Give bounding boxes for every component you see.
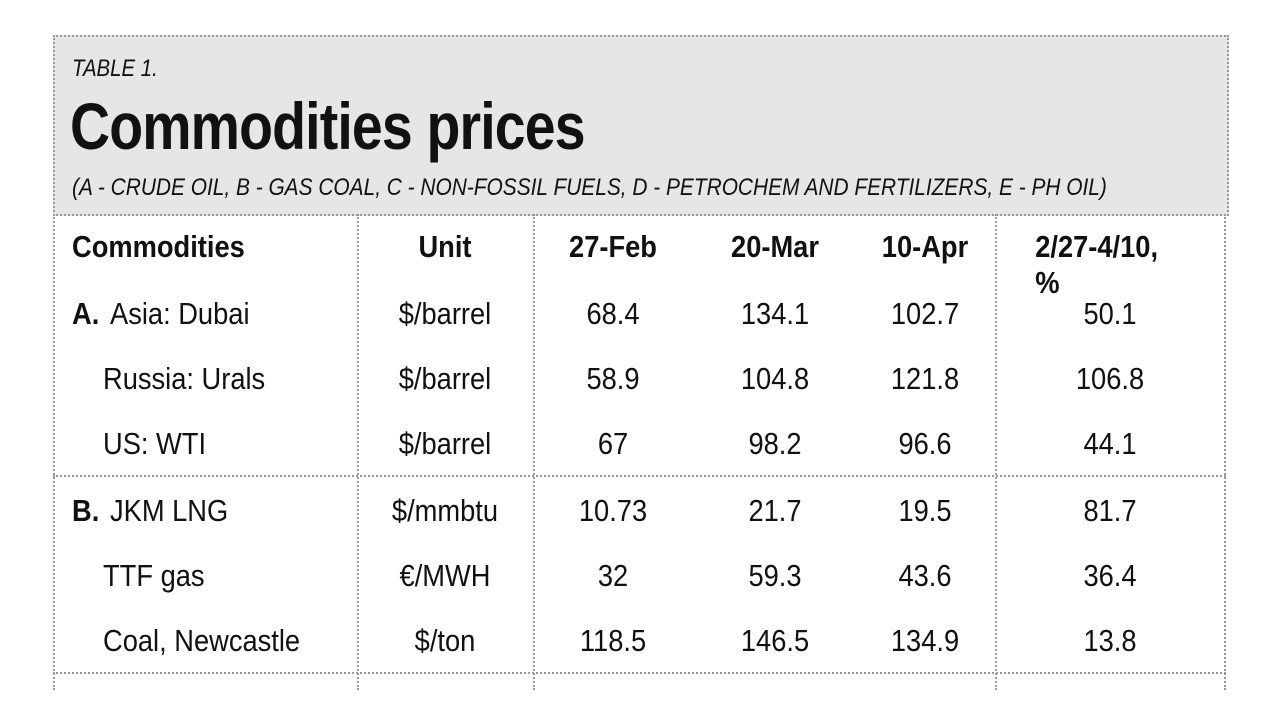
value: 13.8 xyxy=(1083,623,1137,658)
value: 19.5 xyxy=(898,493,952,528)
subtitle: (A - CRUDE OIL, B - GAS COAL, C - NON-FO… xyxy=(72,174,1107,201)
value: 121.8 xyxy=(890,361,960,396)
value: 21.7 xyxy=(748,493,802,528)
row-name: Coal, Newcastle xyxy=(103,623,301,658)
value: 59.3 xyxy=(748,558,802,593)
column-divider xyxy=(357,214,359,690)
divider xyxy=(53,214,1226,216)
row-prefix: B. xyxy=(72,493,100,528)
row-prefix: A. xyxy=(72,296,100,331)
value: 67 xyxy=(597,426,629,461)
kicker: TABLE 1. xyxy=(72,55,158,82)
value: 10.73 xyxy=(578,493,648,528)
value: 50.1 xyxy=(1083,296,1137,331)
column-header: 10-Apr xyxy=(881,229,969,264)
value: 68.4 xyxy=(586,296,640,331)
column-header: 2/27-4/10, % xyxy=(1035,229,1159,300)
value: 58.9 xyxy=(586,361,640,396)
value: 104.8 xyxy=(740,361,810,396)
value: 134.1 xyxy=(740,296,810,331)
unit: $/barrel xyxy=(398,361,492,396)
value: 134.9 xyxy=(890,623,960,658)
row-name: US: WTI xyxy=(103,426,207,461)
row-name: Asia: Dubai xyxy=(110,296,250,331)
column-divider xyxy=(533,214,535,690)
column-header: 27-Feb xyxy=(569,229,657,264)
value: 43.6 xyxy=(898,558,952,593)
value: 106.8 xyxy=(1075,361,1145,396)
value: 44.1 xyxy=(1083,426,1137,461)
value: 146.5 xyxy=(740,623,810,658)
column-header: 20-Mar xyxy=(731,229,819,264)
unit: €/MWH xyxy=(399,558,491,593)
value: 102.7 xyxy=(890,296,960,331)
row-name: TTF gas xyxy=(103,558,205,593)
group-divider xyxy=(53,672,1226,674)
unit: $/barrel xyxy=(398,296,492,331)
value: 36.4 xyxy=(1083,558,1137,593)
value: 118.5 xyxy=(579,623,647,658)
column-divider xyxy=(995,214,997,690)
border xyxy=(1224,214,1226,690)
value: 32 xyxy=(597,558,629,593)
unit: $/mmbtu xyxy=(391,493,499,528)
value: 98.2 xyxy=(748,426,802,461)
column-header: Unit xyxy=(418,229,472,264)
title: Commodities prices xyxy=(70,89,586,163)
unit: $/ton xyxy=(414,623,476,658)
unit: $/barrel xyxy=(398,426,492,461)
row-name: JKM LNG xyxy=(110,493,229,528)
value: 96.6 xyxy=(898,426,952,461)
header-band xyxy=(53,35,1229,216)
group-divider xyxy=(53,475,1226,477)
value: 81.7 xyxy=(1083,493,1137,528)
border xyxy=(53,214,55,690)
column-header: Commodities xyxy=(72,229,245,264)
row-name: Russia: Urals xyxy=(103,361,266,396)
